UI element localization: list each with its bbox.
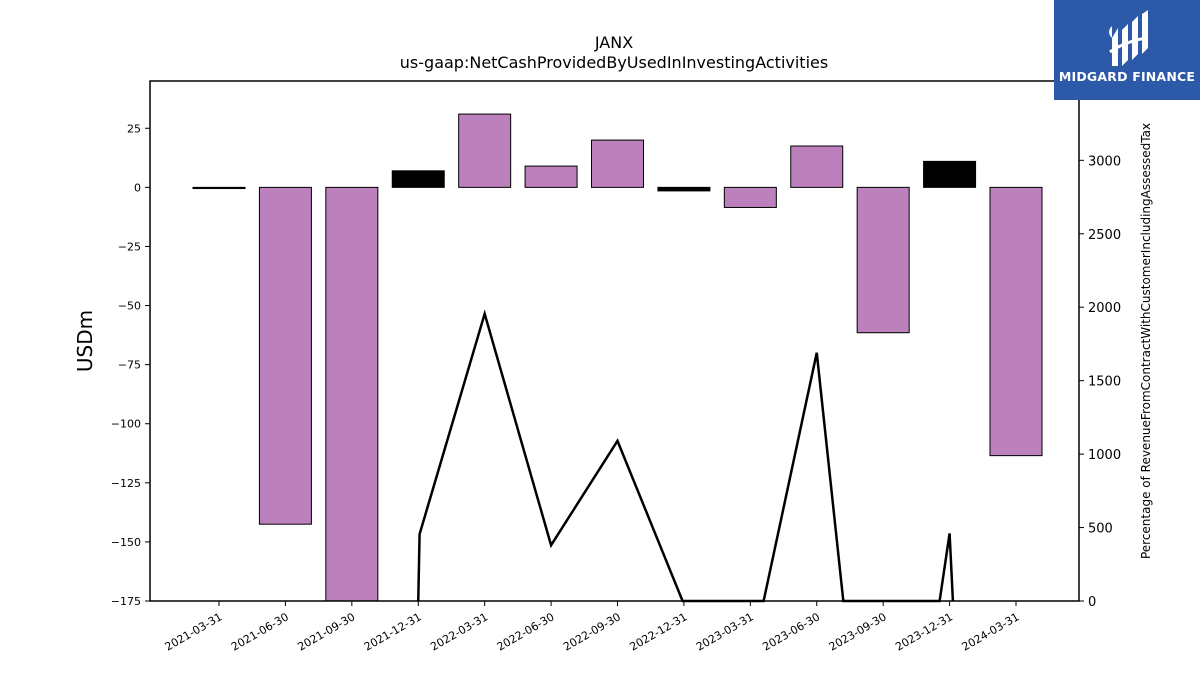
chart-subtitle: us-gaap:NetCashProvidedByUsedInInvesting… bbox=[400, 53, 828, 72]
x-tick-label: 2021-09-30 bbox=[295, 610, 357, 653]
bar-2021-12-31 bbox=[391, 170, 445, 188]
x-tick-label: 2023-06-30 bbox=[760, 610, 822, 653]
x-tick-label: 2023-12-31 bbox=[893, 610, 955, 653]
bar-2022-06-30 bbox=[524, 165, 578, 188]
y2-tick-label: 500 bbox=[1088, 522, 1113, 537]
y-tick-label: −125 bbox=[111, 477, 141, 490]
y-tick-label: −50 bbox=[118, 300, 141, 313]
revenue-percentage-line bbox=[417, 309, 955, 603]
x-tick-label: 2022-09-30 bbox=[561, 610, 623, 653]
y-tick-label: 25 bbox=[127, 122, 141, 135]
bar-2021-09-30 bbox=[325, 186, 379, 602]
y-axis-left: 25 0 −25 −50 −75 −100 −125 −150 −175 bbox=[111, 122, 150, 608]
plot-frame bbox=[149, 80, 1080, 602]
bar-2021-06-30 bbox=[258, 186, 312, 525]
logo-mark-icon bbox=[1109, 10, 1148, 66]
x-tick-label: 2021-06-30 bbox=[229, 610, 291, 653]
y2-tick-label: 1000 bbox=[1088, 448, 1121, 463]
x-tick-label: 2022-12-31 bbox=[628, 610, 690, 653]
y2-axis-label: Percentage of RevenueFromContractWithCus… bbox=[1139, 123, 1153, 559]
y-tick-label: −150 bbox=[111, 536, 141, 549]
x-tick-label: 2024-03-31 bbox=[960, 610, 1022, 653]
y-tick-label: −25 bbox=[118, 240, 141, 253]
y-tick-label: −175 bbox=[111, 595, 141, 608]
bar-2022-09-30 bbox=[591, 139, 644, 188]
chart-title: JANX bbox=[594, 33, 633, 52]
x-axis: 2021-03-31 2021-06-30 2021-09-30 2021-12-31… bbox=[163, 601, 1022, 654]
y-tick-label: 0 bbox=[134, 181, 141, 194]
bars-layer bbox=[192, 113, 1043, 602]
logo-text: MIDGARD FINANCE bbox=[1058, 69, 1196, 84]
y-tick-label: −75 bbox=[118, 359, 141, 372]
x-tick-label: 2022-06-30 bbox=[495, 610, 557, 653]
y2-tick-label: 2500 bbox=[1088, 228, 1121, 243]
bar-2021-03-31 bbox=[192, 186, 246, 190]
y-tick-label: −100 bbox=[111, 418, 141, 431]
line-layer bbox=[417, 309, 955, 603]
y2-tick-label: 1500 bbox=[1088, 375, 1121, 390]
midgard-finance-logo: MIDGARD FINANCE bbox=[1054, 0, 1200, 100]
bar-2023-09-30 bbox=[856, 186, 910, 334]
x-tick-label: 2022-03-31 bbox=[428, 610, 490, 653]
y-axis-label: USDm bbox=[73, 310, 97, 372]
bar-2023-06-30 bbox=[790, 145, 844, 188]
x-tick-label: 2023-03-31 bbox=[694, 610, 756, 653]
bar-2024-03-31 bbox=[989, 186, 1043, 457]
bar-2023-03-31 bbox=[723, 186, 777, 208]
x-tick-label: 2021-12-31 bbox=[362, 610, 424, 653]
y2-tick-label: 2000 bbox=[1088, 301, 1121, 316]
bar-2023-12-31 bbox=[923, 160, 977, 188]
x-tick-label: 2021-03-31 bbox=[163, 610, 225, 653]
y2-tick-label: 3000 bbox=[1088, 154, 1121, 169]
y-axis-right: 0 500 1000 1500 2000 2500 3000 bbox=[1079, 154, 1121, 610]
bar-2022-03-31 bbox=[458, 113, 512, 188]
y2-tick-label: 0 bbox=[1088, 595, 1096, 610]
bar-2022-12-31 bbox=[657, 186, 711, 192]
x-tick-label: 2023-09-30 bbox=[827, 610, 889, 653]
